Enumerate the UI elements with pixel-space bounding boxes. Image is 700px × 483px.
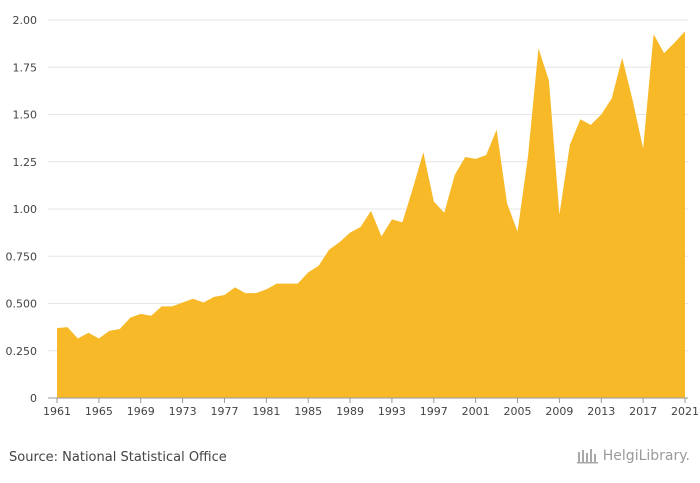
area-chart: 0 0.250 0.500 0.750 1.00 1.25 1.50 1.75 2.00 196… [6, 14, 700, 418]
x-tick-label: 1973 [169, 405, 197, 418]
y-tick-label: 2.00 [13, 14, 38, 27]
x-tick-label: 1965 [85, 405, 113, 418]
x-tick-label: 1989 [336, 405, 364, 418]
library-icon [576, 449, 598, 464]
x-tick-label: 2013 [587, 405, 615, 418]
x-tick-label: 1977 [210, 405, 238, 418]
x-tick-label: 1993 [378, 405, 406, 418]
x-tick-label: 2021 [671, 405, 699, 418]
x-tick-label: 1961 [43, 405, 71, 418]
y-tick-label: 1.00 [13, 203, 38, 216]
y-tick-label: 1.50 [13, 109, 38, 122]
y-tick-label: 0.750 [6, 250, 38, 263]
x-tick-label: 1997 [420, 405, 448, 418]
series-area-path [57, 31, 685, 399]
x-tick-label: 1985 [294, 405, 322, 418]
y-tick-label: 0 [30, 392, 37, 405]
x-tick-label: 2017 [629, 405, 657, 418]
x-tick-label: 2005 [504, 405, 532, 418]
x-tick-label: 2001 [462, 405, 490, 418]
y-axis: 0 0.250 0.500 0.750 1.00 1.25 1.50 1.75 2.00 [6, 14, 38, 405]
source-note: Source: National Statistical Office [9, 450, 227, 465]
x-tick-label: 1969 [127, 405, 155, 418]
brand-name: HelgiLibrary. [602, 448, 690, 464]
brand-logo[interactable]: HelgiLibrary. [576, 448, 690, 464]
x-tick-label: 1981 [252, 405, 280, 418]
y-tick-label: 1.75 [13, 61, 38, 74]
footer: Source: National Statistical Office Helg… [0, 440, 700, 483]
x-tick-label: 2009 [545, 405, 573, 418]
y-tick-label: 0.250 [6, 345, 38, 358]
y-tick-label: 1.25 [13, 156, 38, 169]
x-axis: 1961 1965 1969 1973 1977 1981 1985 1989 1993 1997… [43, 397, 699, 418]
y-tick-label: 0.500 [6, 298, 38, 311]
series-area [57, 31, 685, 399]
